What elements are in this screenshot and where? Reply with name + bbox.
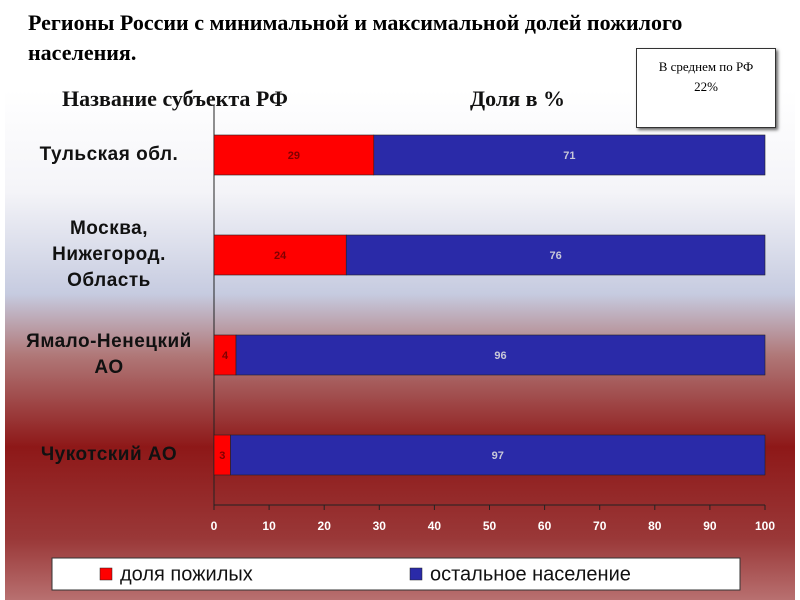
x-tick-label: 60 <box>538 519 552 533</box>
annotation: В среднем по РФ 22% <box>636 48 776 128</box>
bar-segment <box>373 134 766 176</box>
bar-segment <box>230 434 766 476</box>
bar-segment <box>345 234 766 276</box>
y-tick-label: Чукотский АО <box>40 444 178 465</box>
x-tick-label: 90 <box>703 519 717 533</box>
legend-label: остальное население <box>430 563 631 585</box>
legend-swatch <box>99 567 113 581</box>
value-header: Доля в % <box>470 86 565 111</box>
data-label: 96 <box>494 350 506 362</box>
data-label: 24 <box>274 250 287 262</box>
legend-label: доля пожилых <box>120 563 253 585</box>
bar-segment <box>235 334 766 376</box>
legend-box <box>51 557 741 591</box>
annotation-text: В среднем по РФ 22% <box>658 59 754 94</box>
y-tick-label: Тульская обл. <box>39 144 179 165</box>
x-tick-label: 100 <box>755 519 775 533</box>
bar-segment <box>213 134 375 176</box>
bar-segment <box>213 234 347 276</box>
x-tick-label: 80 <box>648 519 662 533</box>
x-tick-label: 0 <box>211 519 218 533</box>
x-tick-label: 30 <box>373 519 387 533</box>
y-tick-label: Ямало-Ненецкий АО <box>26 331 192 378</box>
legend-swatch <box>409 567 423 581</box>
data-label: 29 <box>288 150 300 162</box>
category-header: Название субъекта РФ <box>62 86 288 111</box>
data-label: 97 <box>492 450 504 462</box>
x-tick-label: 20 <box>318 519 332 533</box>
x-tick-label: 40 <box>428 519 442 533</box>
x-tick-label: 10 <box>262 519 276 533</box>
x-tick-label: 50 <box>483 519 497 533</box>
data-label: 76 <box>549 250 561 262</box>
data-label: 4 <box>222 350 229 362</box>
chart-title: Регионы России с минимальной и максималь… <box>28 10 683 65</box>
x-tick-label: 70 <box>593 519 607 533</box>
data-label: 71 <box>563 150 575 162</box>
data-label: 3 <box>219 450 225 462</box>
y-tick-label: Москва, Нижегород. Область <box>52 218 166 291</box>
